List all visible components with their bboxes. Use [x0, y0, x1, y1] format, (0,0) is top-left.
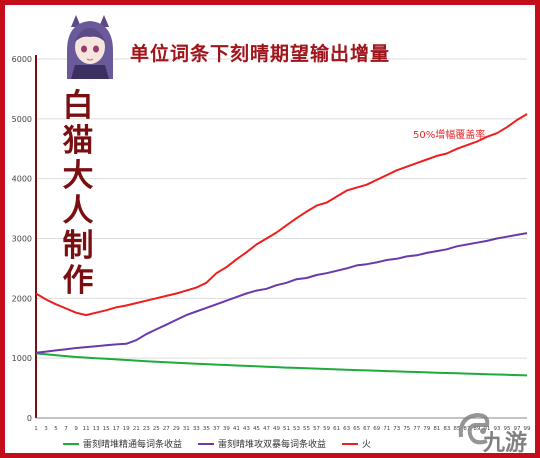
x-tick-label: 33 [193, 426, 200, 432]
x-tick-label: 31 [183, 426, 190, 432]
legend-label-red: 火 [362, 440, 372, 450]
y-tick-label: 3000 [12, 235, 32, 244]
x-tick-label: 87 [463, 426, 470, 432]
legend-item-purple: 雷刻晴堆攻双暴每词条收益 [198, 437, 326, 450]
legend-swatch-purple [198, 442, 215, 445]
x-tick-label: 25 [153, 426, 160, 432]
x-tick-label: 63 [343, 426, 350, 432]
x-tick-label: 7 [64, 426, 68, 432]
watermark-text: 九游 [483, 431, 528, 456]
x-tick-label: 67 [363, 426, 370, 432]
x-tick-label: 53 [293, 426, 300, 432]
chart-title: 单位词条下刻晴期望输出增量 [130, 43, 391, 65]
x-tick-label: 75 [403, 426, 410, 432]
x-tick-label: 13 [93, 426, 100, 432]
y-tick-label: 0 [27, 414, 32, 423]
x-tick-label: 61 [333, 426, 340, 432]
x-tick-label: 45 [253, 426, 260, 432]
x-tick-label: 17 [113, 426, 120, 432]
x-tick-label: 51 [283, 426, 290, 432]
x-tick-label: 23 [143, 426, 150, 432]
x-tick-label: 11 [83, 426, 90, 432]
chart-legend: 雷刻晴堆精通每词条收益 雷刻晴堆攻双暴每词条收益 火 [63, 437, 371, 450]
y-tick-label: 1000 [12, 354, 32, 363]
x-tick-label: 91 [483, 426, 490, 432]
x-tick-label: 9 [74, 426, 78, 432]
legend-item-red: 火 [342, 437, 371, 450]
legend-swatch-red [342, 442, 359, 445]
x-tick-label: 89 [473, 426, 480, 432]
x-tick-label: 3 [44, 426, 48, 432]
legend-swatch-green [63, 442, 79, 445]
x-tick-label: 55 [303, 426, 310, 432]
y-tick-label: 2000 [12, 294, 32, 303]
x-tick-label: 35 [203, 426, 210, 432]
x-tick-label: 1 [34, 426, 38, 432]
jiuyou-watermark-icon [458, 412, 490, 445]
legend-item-green: 雷刻晴堆精通每词条收益 [63, 437, 182, 450]
x-tick-label: 95 [503, 426, 510, 432]
x-tick-label: 19 [123, 426, 130, 432]
x-tick-label: 5 [54, 426, 58, 432]
y-tick-label: 5000 [12, 115, 32, 124]
x-tick-label: 39 [223, 426, 230, 432]
x-tick-label: 69 [373, 426, 380, 432]
y-tick-label: 4000 [12, 175, 32, 184]
series-line-2 [35, 113, 528, 317]
series-line-0 [35, 352, 528, 377]
y-tick-label: 6000 [12, 55, 32, 64]
x-tick-label: 43 [243, 426, 250, 432]
legend-label-green: 雷刻晴堆精通每词条收益 [83, 440, 183, 450]
series-line-1 [35, 232, 528, 354]
x-tick-label: 97 [513, 426, 520, 432]
x-tick-label: 21 [133, 426, 140, 432]
x-tick-label: 81 [433, 426, 440, 432]
x-tick-label: 71 [383, 426, 390, 432]
x-tick-label: 99 [524, 426, 531, 432]
x-tick-label: 85 [453, 426, 460, 432]
x-tick-label: 29 [173, 426, 180, 432]
coverage-annotation: 50%增幅覆盖率 [413, 130, 486, 141]
x-tick-label: 15 [103, 426, 110, 432]
x-tick-label: 41 [233, 426, 240, 432]
x-tick-label: 79 [423, 426, 430, 432]
legend-label-purple: 雷刻晴堆攻双暴每词条收益 [218, 440, 327, 450]
x-tick-label: 49 [273, 426, 280, 432]
x-tick-label: 73 [393, 426, 400, 432]
x-tick-label: 77 [413, 426, 420, 432]
x-tick-label: 57 [313, 426, 320, 432]
x-tick-label: 59 [323, 426, 330, 432]
x-tick-label: 37 [213, 426, 220, 432]
author-note: 白猫大人制作 [62, 88, 94, 299]
x-tick-label: 83 [443, 426, 450, 432]
x-tick-label: 47 [263, 426, 270, 432]
keqing-avatar-icon [63, 13, 117, 79]
x-tick-label: 93 [493, 426, 500, 432]
x-tick-label: 27 [163, 426, 170, 432]
x-tick-label: 65 [353, 426, 360, 432]
